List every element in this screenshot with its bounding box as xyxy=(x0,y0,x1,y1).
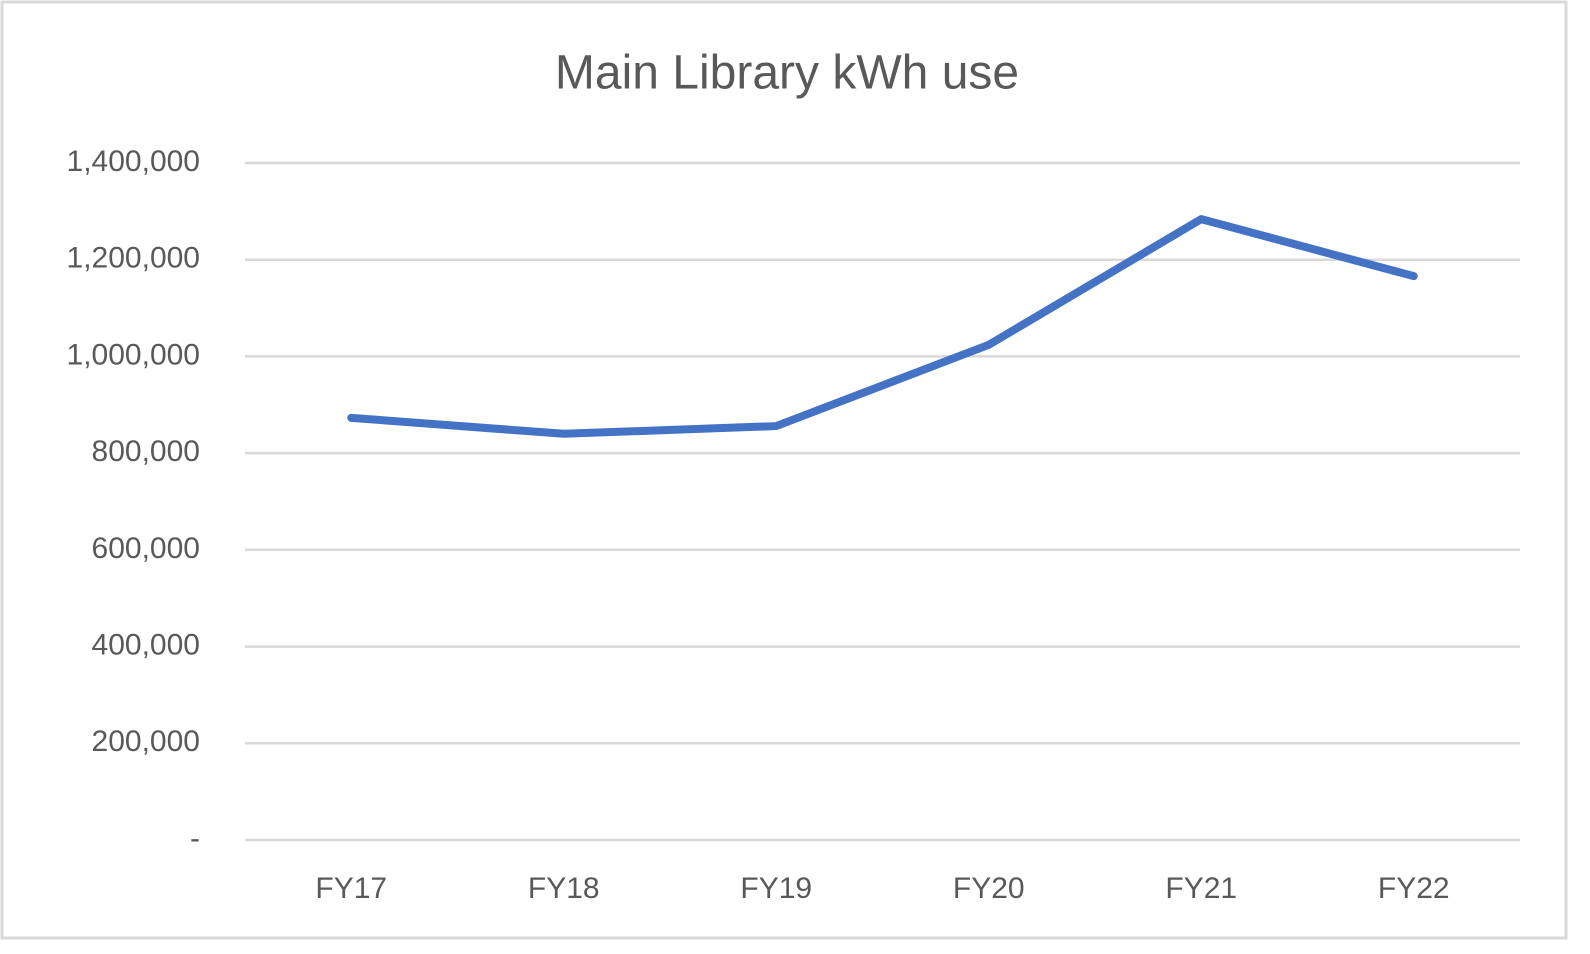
x-tick-label: FY18 xyxy=(528,872,600,905)
y-tick-label: - xyxy=(190,822,200,855)
y-tick-label: 600,000 xyxy=(92,532,200,565)
chart-border xyxy=(0,0,1568,940)
x-tick-label: FY19 xyxy=(740,872,812,905)
chart-title: Main Library kWh use xyxy=(555,47,1019,100)
y-tick-label: 1,000,000 xyxy=(67,338,200,371)
y-tick-label: 1,200,000 xyxy=(67,242,200,275)
x-tick-label: FY22 xyxy=(1378,872,1450,905)
y-tick-label: 200,000 xyxy=(92,725,200,758)
data-line xyxy=(347,215,1418,438)
y-tick-label: 400,000 xyxy=(92,628,200,661)
x-tick-label: FY17 xyxy=(315,872,387,905)
y-tick-label: 1,400,000 xyxy=(67,145,200,178)
y-tick-label: 800,000 xyxy=(92,435,200,468)
x-tick-label: FY20 xyxy=(953,872,1025,905)
x-tick-label: FY21 xyxy=(1165,872,1237,905)
